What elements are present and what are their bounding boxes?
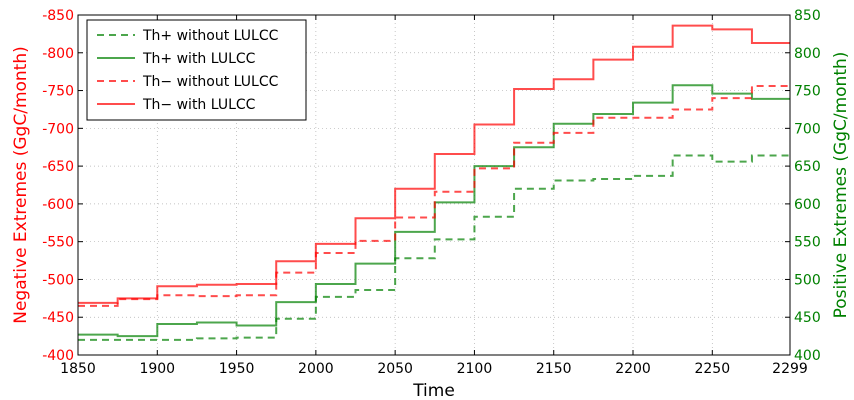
- series-layer: [78, 24, 790, 341]
- series-line-3: [78, 85, 790, 307]
- series-line-2: [78, 84, 790, 338]
- y-right-tick-label: 550: [794, 235, 821, 251]
- y-right-tick-label: 600: [794, 197, 821, 213]
- y-left-tick-label: -600: [42, 197, 74, 213]
- y-left-tick-label: -400: [42, 348, 74, 364]
- x-tick-label: 1900: [139, 361, 175, 377]
- y-right-tick-label: 450: [794, 310, 821, 326]
- y-axis-right-label: Positive Extremes (GgC/month): [831, 52, 851, 319]
- x-tick-label: 2250: [694, 361, 730, 377]
- legend-label: Th− without LULCC: [142, 74, 279, 90]
- y-right-tick-label: 850: [794, 8, 821, 24]
- series-line-1: [78, 154, 790, 341]
- y-right-tick-label: 500: [794, 272, 821, 288]
- y-left-tick-label: -550: [42, 235, 74, 251]
- legend-label: Th+ without LULCC: [142, 28, 279, 44]
- legend-label: Th+ with LULCC: [142, 51, 256, 67]
- x-tick-label: 2000: [298, 361, 334, 377]
- plot-frame: [77, 14, 791, 356]
- y-left-tick-label: -650: [42, 159, 74, 175]
- y-right-tick-label: 650: [794, 159, 821, 175]
- x-tick-label: 2200: [615, 361, 651, 377]
- x-tick-label: 2150: [536, 361, 572, 377]
- y-left-tick-label: -800: [42, 46, 74, 62]
- legend: Th+ without LULCC Th+ with LULCC Th− witho…: [86, 19, 307, 121]
- y-right-tick-label: 400: [794, 348, 821, 364]
- x-tick-label: 1950: [219, 361, 255, 377]
- x-axis-label: Time: [412, 381, 455, 400]
- y-right-tick-label: 800: [794, 46, 821, 62]
- series-line-4: [78, 24, 790, 304]
- legend-label: Th− with LULCC: [142, 97, 256, 113]
- y-left-tick-label: -700: [42, 121, 74, 137]
- x-tick-label: 1850: [60, 361, 96, 377]
- x-tick-label: 2100: [457, 361, 493, 377]
- y-axis-left-label: Negative Extremes (GgC/month): [11, 46, 31, 324]
- x-tick-label: 2299: [772, 361, 808, 377]
- y-right-tick-label: 700: [794, 121, 821, 137]
- y-left-tick-label: -750: [42, 84, 74, 100]
- ticks-layer: 1850 1900 1950 2000 2050 2100 2150 2200 2250 2299…: [42, 8, 821, 377]
- y-left-tick-label: -500: [42, 272, 74, 288]
- y-right-tick-label: 750: [794, 84, 821, 100]
- y-left-tick-label: -450: [42, 310, 74, 326]
- x-tick-label: 2050: [377, 361, 413, 377]
- y-left-tick-label: -850: [42, 8, 74, 24]
